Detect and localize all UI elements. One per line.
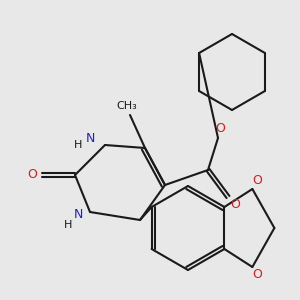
- Text: H: H: [74, 140, 82, 150]
- Text: O: O: [252, 175, 262, 188]
- Text: N: N: [73, 208, 83, 221]
- Text: O: O: [230, 197, 240, 211]
- Text: CH₃: CH₃: [117, 101, 137, 111]
- Text: H: H: [64, 220, 72, 230]
- Text: N: N: [85, 131, 95, 145]
- Text: O: O: [27, 169, 37, 182]
- Text: O: O: [215, 122, 225, 134]
- Text: O: O: [252, 268, 262, 281]
